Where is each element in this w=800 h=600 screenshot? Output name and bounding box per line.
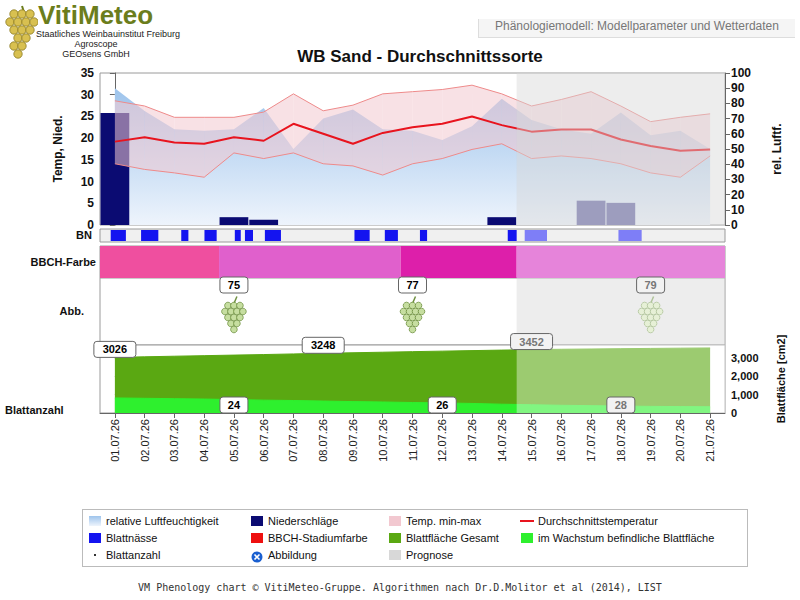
svg-text:BBCH-Farbe: BBCH-Farbe (31, 256, 96, 268)
html-text:Blattanzahl: Blattanzahl (106, 549, 161, 561)
html-text:Agroscope: Agroscope (74, 39, 118, 49)
svg-text:10.07.26: 10.07.26 (377, 419, 389, 462)
svg-text:rel. Luftf.: rel. Luftf. (770, 123, 784, 174)
html-text:Staatliches Weinbauinstitut Fr: Staatliches Weinbauinstitut Freiburg (36, 29, 180, 39)
svg-text:13.07.26: 13.07.26 (466, 419, 478, 462)
html-text:Niederschläge: Niederschläge (268, 515, 339, 527)
svg-text:79: 79 (644, 279, 656, 291)
svg-text:26: 26 (436, 399, 448, 411)
svg-text:5: 5 (87, 196, 94, 210)
svg-text:07.07.26: 07.07.26 (287, 419, 299, 462)
svg-text:06.07.26: 06.07.26 (258, 419, 270, 462)
html-text:relative Luftfeuchtigkeit: relative Luftfeuchtigkeit (106, 515, 219, 527)
svg-text:100: 100 (731, 66, 751, 80)
svg-text:01.07.26: 01.07.26 (109, 419, 121, 462)
html-text:Blattfläche Gesamt: Blattfläche Gesamt (406, 532, 499, 544)
svg-text:0: 0 (731, 407, 737, 419)
svg-text:09.07.26: 09.07.26 (347, 419, 359, 462)
svg-text:02.07.26: 02.07.26 (139, 419, 151, 462)
svg-text:80: 80 (731, 96, 745, 110)
svg-text:Blattanzahl: Blattanzahl (5, 404, 64, 416)
html-text:BBCH-Stadiumfarbe: BBCH-Stadiumfarbe (268, 532, 368, 544)
svg-text:12.07.26: 12.07.26 (436, 419, 448, 462)
svg-text:30: 30 (731, 172, 745, 186)
svg-text:14.07.26: 14.07.26 (496, 419, 508, 462)
svg-text:16.07.26: 16.07.26 (555, 419, 567, 462)
svg-text:15: 15 (81, 153, 95, 167)
svg-text:10: 10 (81, 175, 95, 189)
svg-text:Abb.: Abb. (60, 305, 84, 317)
html-text:Blattnässe: Blattnässe (106, 532, 158, 544)
html-text:Temp. min-max: Temp. min-max (406, 515, 482, 527)
svg-text:Temp, Nied.: Temp, Nied. (51, 115, 65, 182)
svg-text:60: 60 (731, 127, 745, 141)
svg-text:20: 20 (731, 188, 745, 202)
svg-text:24: 24 (228, 399, 241, 411)
html-text:Prognose: Prognose (406, 549, 454, 561)
svg-text:10: 10 (731, 203, 745, 217)
svg-text:2,000: 2,000 (731, 370, 759, 382)
svg-text:17.07.26: 17.07.26 (585, 419, 597, 462)
svg-text:0: 0 (731, 218, 738, 232)
svg-text:11.07.26: 11.07.26 (407, 419, 419, 461)
svg-text:70: 70 (731, 112, 745, 126)
svg-text:21.07.26: 21.07.26 (704, 419, 716, 462)
svg-text:1,000: 1,000 (731, 389, 759, 401)
svg-text:90: 90 (731, 81, 745, 95)
svg-text:19.07.26: 19.07.26 (645, 419, 657, 462)
svg-text:15.07.26: 15.07.26 (526, 419, 538, 462)
html-text:VM Phenology chart © VitiMeteo: VM Phenology chart © VitiMeteo-Gruppe. A… (138, 582, 662, 593)
html-text:VitiMeteo: VitiMeteo (38, 0, 154, 30)
svg-text:3248: 3248 (311, 339, 335, 351)
svg-text:75: 75 (228, 279, 240, 291)
svg-text:3026: 3026 (103, 343, 127, 355)
svg-text:28: 28 (615, 399, 627, 411)
svg-text:40: 40 (731, 157, 745, 171)
html-text:GEOsens GmbH: GEOsens GmbH (62, 49, 130, 59)
svg-text:18.07.26: 18.07.26 (615, 419, 627, 462)
svg-text:20.07.26: 20.07.26 (674, 419, 686, 462)
svg-text:0: 0 (87, 218, 94, 232)
svg-text:30: 30 (81, 88, 95, 102)
svg-text:20: 20 (81, 131, 95, 145)
svg-text:WB Sand - Durchschnittssorte: WB Sand - Durchschnittssorte (297, 47, 543, 66)
svg-text:05.07.26: 05.07.26 (228, 419, 240, 462)
html-text:Durchschnittstemperatur: Durchschnittstemperatur (538, 515, 658, 527)
svg-text:BN: BN (76, 229, 92, 241)
svg-text:03.07.26: 03.07.26 (168, 419, 180, 462)
svg-text:35: 35 (81, 66, 95, 80)
svg-text:Blattfläche [cm2]: Blattfläche [cm2] (775, 334, 787, 423)
html-text:Phänologiemodell: Modellparame: Phänologiemodell: Modellparameter und We… (495, 19, 779, 33)
svg-text:77: 77 (406, 279, 418, 291)
svg-text:3452: 3452 (519, 336, 543, 348)
svg-text:25: 25 (81, 109, 95, 123)
svg-text:04.07.26: 04.07.26 (198, 419, 210, 462)
html-text:Abbildung: Abbildung (268, 549, 317, 561)
svg-text:3,000: 3,000 (731, 352, 759, 364)
html-text:im Wachstum befindliche Blattf: im Wachstum befindliche Blattfläche (538, 532, 715, 544)
svg-text:50: 50 (731, 142, 745, 156)
svg-text:08.07.26: 08.07.26 (317, 419, 329, 462)
